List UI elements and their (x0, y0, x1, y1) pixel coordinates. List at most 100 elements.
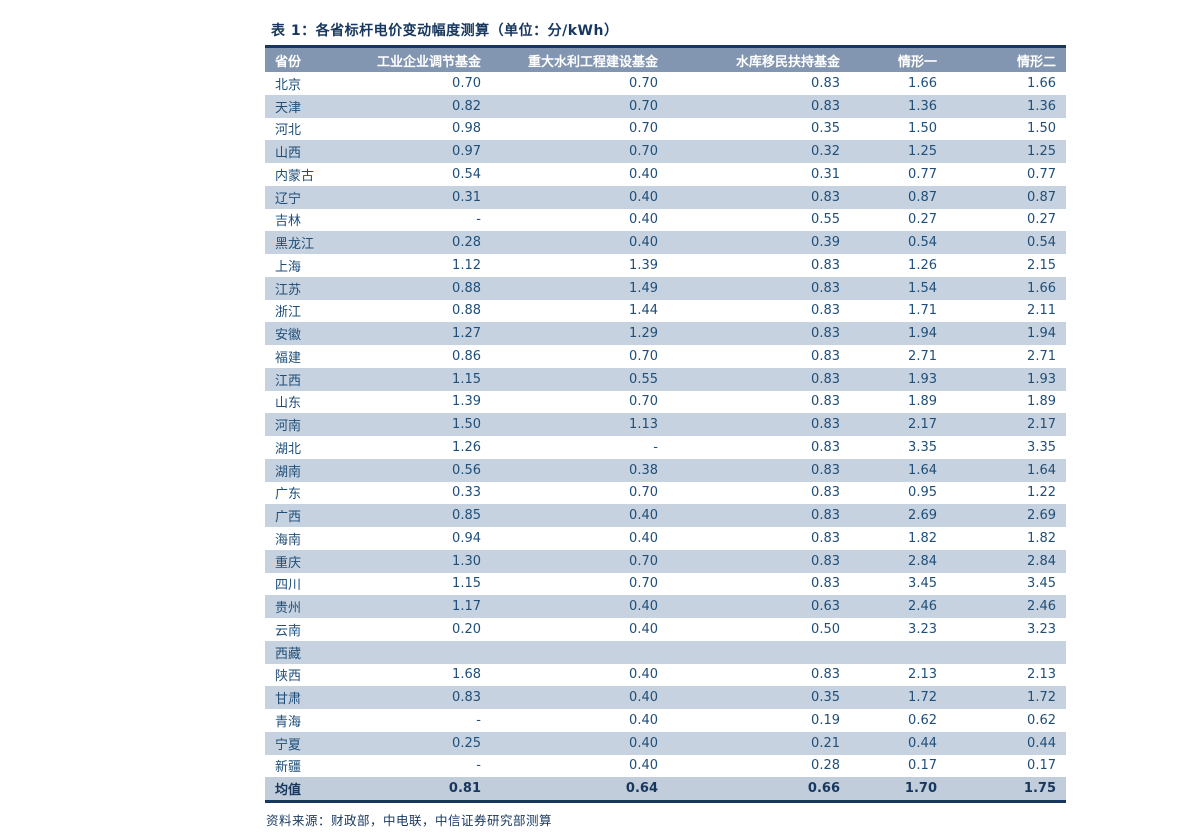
value-cell: 0.17 (1027, 758, 1056, 774)
value-cell: 1.72 (908, 690, 937, 706)
value-cell: 0.64 (491, 777, 668, 804)
value-cell: 0.62 (1027, 712, 1056, 728)
province-cell: 西藏 (275, 646, 302, 662)
value-cell: 0.21 (811, 735, 840, 751)
value-cell: 0.83 (811, 326, 840, 342)
value-cell: 0.83 (811, 257, 840, 273)
province-cell: 四川 (275, 578, 302, 594)
value-cell: 2.46 (908, 599, 937, 615)
table-row: 河北 0.98 0.70 0.35 1.50 1.50 (265, 118, 1066, 141)
value-cell: 0.55 (811, 212, 840, 228)
value-cell: 0.70 (629, 348, 658, 364)
province-cell: 上海 (275, 259, 302, 275)
value-cell: 3.45 (908, 576, 937, 592)
province-cell: 新疆 (275, 760, 302, 776)
table-row: 贵州 1.17 0.40 0.63 2.46 2.46 (265, 595, 1066, 618)
province-cell: 黑龙江 (275, 237, 315, 253)
value-cell: 1.27 (452, 326, 481, 342)
value-cell (947, 641, 1066, 664)
value-cell: 0.27 (1027, 212, 1056, 228)
value-cell: 0.70 (629, 98, 658, 114)
table-row: 重庆 1.30 0.70 0.83 2.84 2.84 (265, 549, 1066, 573)
value-cell: 1.66 (1027, 75, 1056, 91)
value-cell: 0.31 (811, 166, 840, 182)
value-cell: 1.22 (1027, 485, 1056, 501)
value-cell: 0.95 (908, 485, 937, 501)
value-cell: 0.70 (452, 75, 481, 91)
value-cell: 1.50 (452, 417, 481, 433)
province-cell: 宁夏 (275, 737, 302, 753)
value-cell: 0.94 (452, 530, 481, 546)
value-cell: 0.33 (452, 485, 481, 501)
value-cell: 3.35 (1027, 439, 1056, 455)
value-cell: 0.66 (668, 777, 850, 804)
province-cell: 安徽 (275, 328, 302, 344)
value-cell: 0.40 (629, 735, 658, 751)
value-cell: 0.83 (811, 462, 840, 478)
value-cell: 0.40 (629, 166, 658, 182)
value-cell: 1.30 (452, 553, 481, 569)
value-cell: 0.40 (629, 758, 658, 774)
value-cell: 0.83 (452, 690, 481, 706)
value-cell: 0.87 (1027, 189, 1056, 205)
column-header: 情形一 (850, 48, 947, 72)
table-row: 宁夏 0.25 0.40 0.21 0.44 0.44 (265, 731, 1066, 755)
province-tariff-table: 省份 工业企业调节基金 重大水利工程建设基金 水库移民扶持基金 情形一 情形二 北京 0.7… (265, 48, 1066, 804)
value-cell: 0.88 (452, 303, 481, 319)
value-cell: 0.88 (452, 280, 481, 296)
value-cell: 1.49 (629, 280, 658, 296)
province-cell: 重庆 (275, 555, 302, 571)
value-cell: 1.25 (1027, 144, 1056, 160)
column-header: 重大水利工程建设基金 (491, 48, 668, 72)
value-cell: 0.31 (452, 189, 481, 205)
province-cell: 吉林 (275, 214, 302, 230)
research-table-figure: 表 1：各省标杆电价变动幅度测算（单位：分/kWh） 省份 工业企业调节基金 重大水… (265, 16, 1066, 829)
value-cell: 1.44 (629, 303, 658, 319)
value-cell: 2.69 (908, 508, 937, 524)
value-cell: 0.40 (629, 189, 658, 205)
value-cell: - (653, 439, 658, 455)
value-cell: 0.83 (811, 348, 840, 364)
province-cell: 均值 (265, 777, 360, 804)
value-cell: 0.83 (811, 189, 840, 205)
value-cell: 0.39 (811, 235, 840, 251)
table-row: 甘肃 0.83 0.40 0.35 1.72 1.72 (265, 686, 1066, 709)
value-cell: 2.17 (1027, 417, 1056, 433)
province-cell: 云南 (275, 623, 302, 639)
table-row: 上海 1.12 1.39 0.83 1.26 2.15 (265, 254, 1066, 277)
value-cell: 0.83 (811, 394, 840, 410)
column-header-province: 省份 (265, 48, 360, 72)
value-cell: 0.83 (811, 98, 840, 114)
value-cell: 1.26 (452, 439, 481, 455)
value-cell: 0.54 (452, 166, 481, 182)
value-cell: 0.83 (811, 667, 840, 683)
value-cell: 0.40 (629, 667, 658, 683)
value-cell: 2.84 (1027, 553, 1056, 569)
value-cell: 0.70 (629, 394, 658, 410)
source-note: 资料来源：财政部，中电联，中信证券研究部测算 (266, 813, 553, 828)
value-cell: 0.98 (452, 121, 481, 137)
value-cell: 0.35 (811, 121, 840, 137)
table-row: 河南 1.50 1.13 0.83 2.17 2.17 (265, 413, 1066, 436)
value-cell: 1.26 (908, 257, 937, 273)
value-cell: 0.50 (811, 621, 840, 637)
value-cell: 0.70 (629, 485, 658, 501)
column-header: 情形二 (947, 48, 1066, 72)
value-cell: 0.44 (1027, 735, 1056, 751)
value-cell: 0.70 (629, 75, 658, 91)
value-cell: 1.66 (1027, 280, 1056, 296)
province-cell: 贵州 (275, 601, 302, 617)
value-cell: 0.83 (811, 485, 840, 501)
table-row: 广西 0.85 0.40 0.83 2.69 2.69 (265, 504, 1066, 527)
value-cell: 0.63 (811, 599, 840, 615)
value-cell: 1.25 (908, 144, 937, 160)
value-cell: 1.82 (908, 530, 937, 546)
value-cell: 0.87 (908, 189, 937, 205)
value-cell: 3.35 (908, 439, 937, 455)
value-cell: 0.40 (629, 508, 658, 524)
table-row: 青海 - 0.40 0.19 0.62 0.62 (265, 709, 1066, 732)
value-cell: 0.40 (629, 621, 658, 637)
value-cell: 2.15 (1027, 257, 1056, 273)
value-cell: 1.36 (1027, 98, 1056, 114)
value-cell: - (476, 212, 481, 228)
